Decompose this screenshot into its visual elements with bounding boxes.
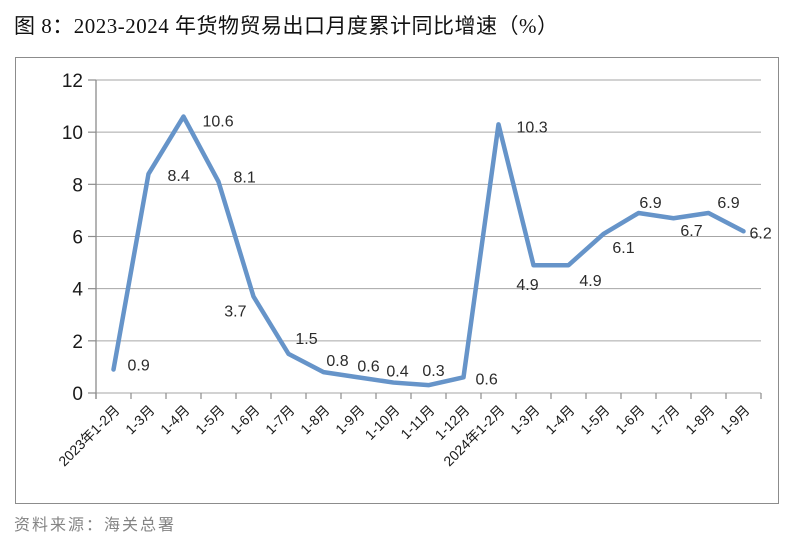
svg-text:1-8月: 1-8月 bbox=[682, 402, 718, 438]
source-note: 资料来源：海关总署 bbox=[14, 517, 177, 534]
svg-text:1-4月: 1-4月 bbox=[157, 402, 193, 438]
svg-text:12: 12 bbox=[62, 71, 83, 92]
svg-text:0.8: 0.8 bbox=[326, 353, 348, 370]
svg-text:8.4: 8.4 bbox=[168, 168, 190, 185]
svg-text:10: 10 bbox=[62, 123, 83, 144]
svg-text:0.6: 0.6 bbox=[357, 358, 379, 375]
svg-text:8.1: 8.1 bbox=[234, 170, 256, 187]
svg-text:1-5月: 1-5月 bbox=[192, 402, 228, 438]
svg-text:1-6月: 1-6月 bbox=[612, 402, 648, 438]
svg-text:1-6月: 1-6月 bbox=[227, 402, 263, 438]
data-labels: 0.9 8.4 10.6 8.1 3.7 1.5 0.8 0.6 0.4 0.3 0.6 10.3 4.… bbox=[128, 114, 772, 389]
svg-text:6.1: 6.1 bbox=[612, 240, 634, 257]
svg-text:0.6: 0.6 bbox=[476, 371, 498, 388]
svg-text:4: 4 bbox=[72, 280, 83, 301]
svg-text:3.7: 3.7 bbox=[224, 303, 246, 320]
svg-text:0.9: 0.9 bbox=[128, 358, 150, 375]
svg-text:10.3: 10.3 bbox=[517, 119, 548, 136]
svg-text:6.2: 6.2 bbox=[750, 225, 772, 242]
svg-text:0: 0 bbox=[72, 384, 83, 405]
y-tick-labels: 0 2 4 6 8 10 12 bbox=[62, 71, 84, 405]
svg-text:1-3月: 1-3月 bbox=[507, 402, 543, 438]
svg-text:6.9: 6.9 bbox=[639, 195, 661, 212]
svg-text:0.4: 0.4 bbox=[386, 364, 408, 381]
svg-text:1-10月: 1-10月 bbox=[362, 402, 403, 443]
svg-text:6.7: 6.7 bbox=[680, 223, 702, 240]
svg-text:1.5: 1.5 bbox=[295, 331, 317, 348]
svg-text:1-9月: 1-9月 bbox=[717, 402, 753, 438]
svg-text:1-7月: 1-7月 bbox=[262, 402, 298, 438]
y-gridlines bbox=[88, 79, 761, 394]
svg-text:2: 2 bbox=[72, 332, 83, 353]
svg-text:4.9: 4.9 bbox=[516, 277, 538, 294]
axes bbox=[95, 80, 762, 399]
page-title: 图 8：2023-2024 年货物贸易出口月度累计同比增速（%） bbox=[14, 14, 559, 38]
svg-text:6.9: 6.9 bbox=[717, 195, 739, 212]
x-tick-labels: 2023年1-2月 1-3月 1-4月 1-5月 1-6月 1-7月 1-8月 1-9月1-1… bbox=[55, 402, 752, 469]
svg-text:1-11月: 1-11月 bbox=[397, 402, 437, 442]
svg-text:1-5月: 1-5月 bbox=[577, 402, 613, 438]
line-chart: 0 2 4 6 8 10 12 0.9 8.4 10.6 8.1 3.7 1.5 0.8 0.6 0.4 0.3… bbox=[55, 71, 772, 469]
series-line bbox=[111, 114, 746, 388]
svg-text:4.9: 4.9 bbox=[579, 273, 601, 290]
svg-text:1-3月: 1-3月 bbox=[122, 402, 158, 438]
chart-frame: 0 2 4 6 8 10 12 0.9 8.4 10.6 8.1 3.7 1.5 0.8 0.6 0.4 0.3… bbox=[15, 57, 779, 504]
svg-text:6: 6 bbox=[72, 228, 83, 249]
svg-text:0.3: 0.3 bbox=[422, 363, 444, 380]
svg-text:2023年1-2月: 2023年1-2月 bbox=[55, 402, 122, 469]
svg-text:8: 8 bbox=[72, 175, 83, 196]
svg-text:1-8月: 1-8月 bbox=[297, 402, 333, 438]
svg-text:10.6: 10.6 bbox=[203, 114, 234, 131]
svg-text:1-4月: 1-4月 bbox=[542, 402, 578, 438]
svg-text:1-7月: 1-7月 bbox=[647, 402, 683, 438]
